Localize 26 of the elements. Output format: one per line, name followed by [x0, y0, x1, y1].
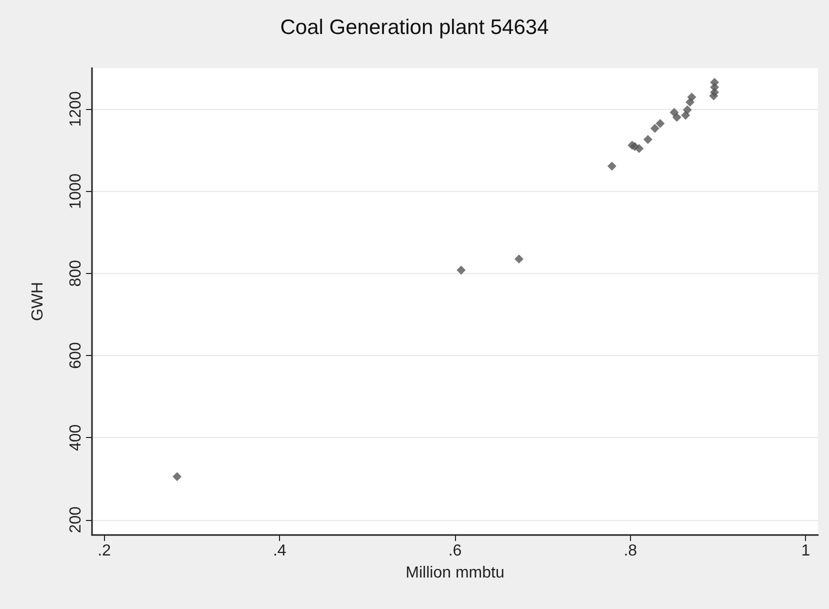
y-tick-label: 200 [68, 506, 84, 534]
point [650, 124, 660, 133]
y-tick-label: 1200 [68, 91, 84, 127]
y-tick-label: 600 [68, 342, 84, 369]
x-tick-label: .2 [98, 542, 112, 560]
x-axis-title: Million mmbtu [406, 564, 504, 582]
y-tick-label: 1000 [68, 173, 84, 210]
x-tick-label: .6 [448, 542, 462, 560]
chart-title: Coal Generation plant 54634 [280, 16, 550, 39]
point [634, 144, 644, 154]
y-tick-label: 800 [68, 260, 84, 287]
point [687, 92, 696, 102]
x-tick-label: .4 [272, 542, 286, 560]
x-tick-label: 1 [801, 542, 810, 560]
point [514, 254, 524, 264]
point [643, 134, 652, 144]
x-tick-label: .8 [624, 542, 638, 560]
point [607, 162, 616, 171]
y-axis-title: GWH [30, 282, 46, 322]
y-tick-label: 400 [68, 424, 84, 452]
point [710, 78, 720, 87]
point [672, 112, 682, 122]
point [456, 266, 466, 275]
point [656, 118, 665, 128]
point [682, 105, 692, 114]
point [172, 472, 182, 482]
